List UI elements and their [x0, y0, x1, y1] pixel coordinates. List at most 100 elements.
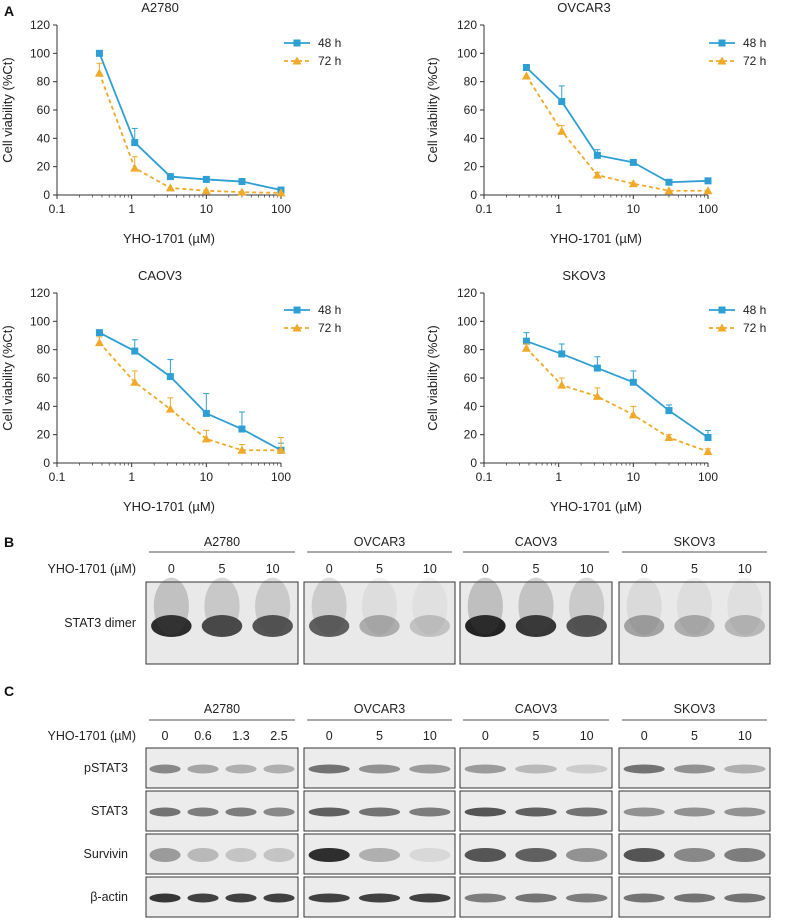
- blot-band: [724, 615, 765, 637]
- blot-band: [565, 848, 608, 862]
- cell-line-label: A2780: [204, 702, 240, 716]
- dose-label: 10: [738, 729, 752, 743]
- data-point: [130, 163, 140, 172]
- x-tick-label: 10: [200, 202, 214, 216]
- blot-band: [724, 807, 766, 817]
- dose-label: 5: [691, 729, 698, 743]
- series-line: [98, 53, 282, 191]
- chart-title: A2780: [141, 0, 179, 15]
- x-axis-label: YHO-1701 (µM): [550, 231, 642, 246]
- cell-line-label: CAOV3: [515, 535, 557, 549]
- y-axis-label: Cell viability (%Ct): [0, 325, 15, 430]
- data-point: [238, 425, 246, 433]
- blot-band: [515, 764, 557, 774]
- blot-smear: [676, 577, 713, 635]
- y-tick-label: 40: [37, 131, 51, 145]
- series-line: [99, 331, 282, 452]
- dose-label: 0: [641, 729, 648, 743]
- blot-band: [225, 848, 257, 862]
- blot-frame: [618, 790, 771, 832]
- blot-band: [409, 764, 451, 774]
- blot-smear: [153, 577, 189, 635]
- blot-box: [618, 577, 771, 665]
- blot-band: [464, 764, 507, 774]
- blot-box: [303, 833, 456, 875]
- panel-label-c: C: [4, 683, 14, 699]
- blot-band: [308, 807, 350, 817]
- blot-band: [623, 764, 665, 774]
- blot-band: [225, 764, 257, 774]
- y-tick-label: 100: [30, 46, 50, 60]
- blot-band: [149, 893, 181, 903]
- dose-label: 0: [641, 562, 648, 576]
- y-axis-label: Cell viability (%Ct): [425, 57, 440, 162]
- blot-band: [359, 615, 400, 637]
- data-point: [703, 186, 713, 195]
- y-tick-label: 120: [457, 286, 477, 300]
- blot-band: [673, 764, 716, 774]
- data-point: [629, 158, 637, 166]
- data-point: [628, 179, 638, 188]
- series-line: [98, 341, 281, 452]
- blot-band: [187, 764, 219, 774]
- y-tick-label: 100: [457, 314, 477, 328]
- blot-smear: [518, 577, 554, 635]
- blot-band: [309, 615, 350, 637]
- dose-label: 0: [482, 729, 489, 743]
- dose-label: 1.3: [232, 729, 249, 743]
- blot-band: [358, 893, 401, 903]
- dose-label: 10: [580, 562, 594, 576]
- blot-band: [724, 893, 766, 903]
- chart-title: SKOV3: [562, 268, 605, 283]
- data-point: [629, 378, 637, 386]
- blot-box: [459, 833, 613, 875]
- data-point: [593, 364, 601, 372]
- dose-label: 0: [326, 729, 333, 743]
- blot-band: [263, 764, 295, 774]
- data-point: [165, 183, 175, 192]
- y-tick-label: 40: [37, 399, 51, 413]
- series-line: [526, 340, 709, 439]
- y-tick-label: 60: [464, 103, 478, 117]
- legend-label: 72 h: [743, 54, 766, 68]
- blot-box: [145, 747, 299, 789]
- data-point: [238, 178, 246, 186]
- y-tick-label: 0: [470, 188, 477, 202]
- panel-label-b: B: [4, 534, 14, 550]
- legend-marker: [717, 323, 727, 332]
- blot-band: [308, 848, 350, 862]
- series-line: [525, 75, 708, 192]
- y-tick-label: 60: [37, 371, 51, 385]
- blot-band: [409, 893, 451, 903]
- blot-band: [358, 807, 401, 817]
- data-point: [664, 433, 674, 441]
- legend-marker: [293, 306, 301, 314]
- y-tick-label: 0: [43, 188, 50, 202]
- data-point: [558, 98, 566, 105]
- data-point: [276, 445, 286, 454]
- data-point: [558, 350, 566, 358]
- blot-band: [465, 615, 506, 637]
- blot-frame: [303, 833, 456, 875]
- x-axis-label: YHO-1701 (µM): [123, 499, 215, 514]
- legend-marker: [718, 39, 726, 47]
- panel-b-blots: YHO-1701 (µM) A2780 0 5 10 OVCAR3 0 5 10 CAOV3 0 5 1…: [48, 535, 771, 665]
- data-point: [276, 188, 286, 197]
- blot-band: [225, 807, 257, 817]
- series-line: [525, 347, 709, 453]
- x-tick-label: 10: [627, 202, 641, 216]
- series-72h: [94, 336, 286, 454]
- blot-band: [187, 807, 219, 817]
- data-point: [165, 404, 175, 413]
- dose-label: 10: [423, 729, 437, 743]
- dose-label: 10: [580, 729, 594, 743]
- cell-line-label: OVCAR3: [354, 535, 405, 549]
- data-point: [166, 173, 174, 181]
- blot-smear: [569, 577, 605, 635]
- y-axis-label: Cell viability (%Ct): [0, 57, 15, 162]
- blot-frame: [618, 581, 771, 665]
- y-tick-label: 80: [37, 343, 51, 357]
- chart-title: CAOV3: [138, 268, 182, 283]
- series-48h: [95, 49, 285, 194]
